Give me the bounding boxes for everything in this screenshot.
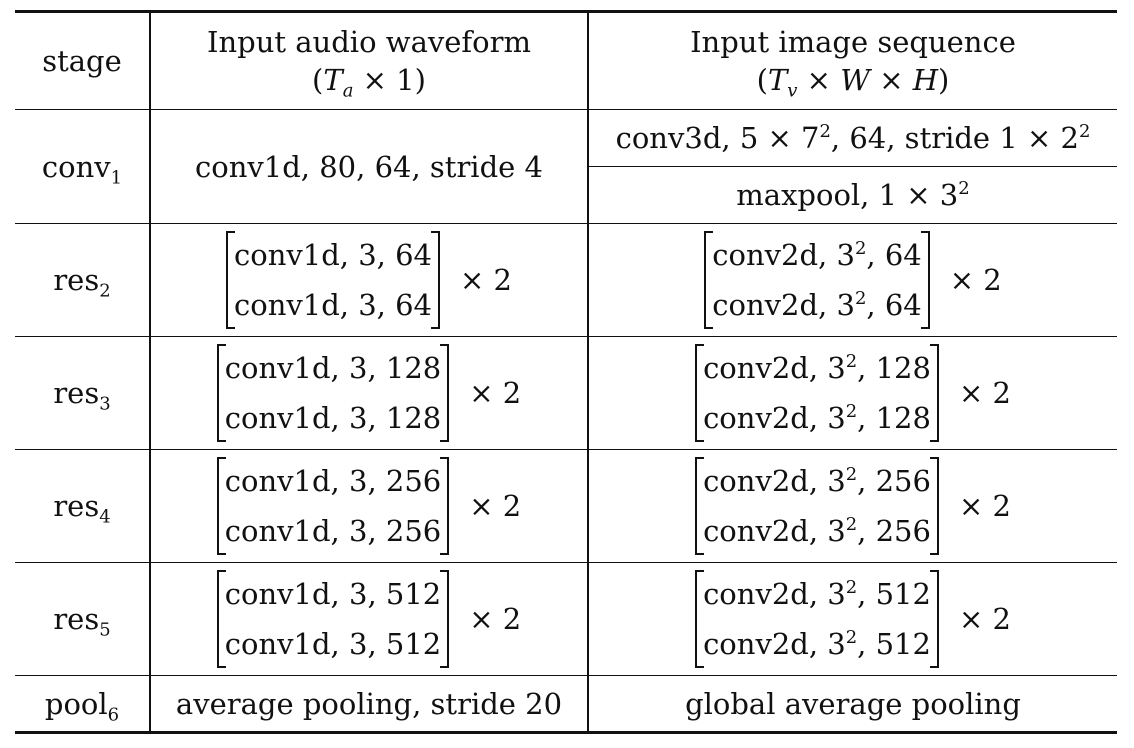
- multiplier: × 2: [469, 489, 522, 523]
- bracket-block: conv1d, 3, 512 conv1d, 3, 512 × 2: [216, 569, 522, 669]
- bracket-matrix: conv2d, 32, 128 conv2d, 32, 128: [695, 343, 939, 443]
- audio-header: Input audio waveform (Ta × 1): [149, 10, 588, 110]
- stage-header: stage: [15, 10, 150, 110]
- audio-cell: conv1d, 3, 512 conv1d, 3, 512 × 2: [149, 562, 588, 676]
- stage-cell: res3: [15, 336, 150, 450]
- table-row: pool6 average pooling, stride 20 global …: [15, 675, 1117, 734]
- bracket-block: conv1d, 3, 64 conv1d, 3, 64 × 2: [226, 230, 512, 330]
- bracket-matrix: conv1d, 3, 256 conv1d, 3, 256: [216, 456, 450, 556]
- table-row: res3 conv1d, 3, 128 conv1d, 3, 128 × 2 c…: [15, 336, 1117, 450]
- header-row: stage Input audio waveform (Ta × 1) Inpu…: [15, 10, 1117, 110]
- image-cell: global average pooling: [587, 675, 1117, 734]
- table-row: conv1 conv1d, 80, 64, stride 4 conv3d, 5…: [15, 109, 1117, 224]
- image-cell: conv2d, 32, 128 conv2d, 32, 128 × 2: [587, 336, 1117, 450]
- multiplier: × 2: [958, 602, 1011, 636]
- bracket-block: conv2d, 32, 512 conv2d, 32, 512 × 2: [695, 569, 1011, 669]
- audio-header-shape: (Ta × 1): [312, 63, 426, 102]
- multiplier: × 2: [949, 263, 1002, 297]
- bracket-matrix: conv2d, 32, 512 conv2d, 32, 512: [695, 569, 939, 669]
- bracket-matrix: conv1d, 3, 128 conv1d, 3, 128: [216, 343, 450, 443]
- image-cell: maxpool, 1 × 32: [587, 166, 1117, 224]
- bracket-matrix: conv1d, 3, 512 conv1d, 3, 512: [216, 569, 450, 669]
- bracket-block: conv1d, 3, 128 conv1d, 3, 128 × 2: [216, 343, 522, 443]
- multiplier: × 2: [469, 376, 522, 410]
- image-cell: conv2d, 32, 512 conv2d, 32, 512 × 2: [587, 562, 1117, 676]
- bracket-block: conv2d, 32, 128 conv2d, 32, 128 × 2: [695, 343, 1011, 443]
- image-header-shape: (Tv × W × H): [756, 63, 950, 102]
- audio-cell: conv1d, 3, 128 conv1d, 3, 128 × 2: [149, 336, 588, 450]
- stage-cell: res5: [15, 562, 150, 676]
- multiplier: × 2: [958, 376, 1011, 410]
- image-header-title: Input image sequence: [690, 25, 1016, 59]
- audio-cell: conv1d, 3, 256 conv1d, 3, 256 × 2: [149, 449, 588, 563]
- table-row: res2 conv1d, 3, 64 conv1d, 3, 64 × 2 con…: [15, 223, 1117, 337]
- bracket-block: conv2d, 32, 256 conv2d, 32, 256 × 2: [695, 456, 1011, 556]
- bracket-matrix: conv2d, 32, 64 conv2d, 32, 64: [704, 230, 931, 330]
- bracket-matrix: conv2d, 32, 256 conv2d, 32, 256: [695, 456, 939, 556]
- bracket-block: conv2d, 32, 64 conv2d, 32, 64 × 2: [704, 230, 1002, 330]
- multiplier: × 2: [958, 489, 1011, 523]
- bracket-matrix: conv1d, 3, 64 conv1d, 3, 64: [226, 230, 441, 330]
- multiplier: × 2: [460, 263, 512, 297]
- audio-cell: conv1d, 3, 64 conv1d, 3, 64 × 2: [149, 223, 588, 337]
- bracket-block: conv1d, 3, 256 conv1d, 3, 256 × 2: [216, 456, 522, 556]
- multiplier: × 2: [469, 602, 522, 636]
- architecture-table: stage Input audio waveform (Ta × 1) Inpu…: [15, 10, 1117, 734]
- stage-cell: res2: [15, 223, 150, 337]
- audio-cell: conv1d, 80, 64, stride 4: [149, 109, 588, 224]
- table-row: maxpool, 1 × 32: [15, 166, 1117, 224]
- audio-header-title: Input audio waveform: [207, 25, 531, 59]
- stage-cell: pool6: [15, 675, 150, 734]
- stage-cell: conv1: [15, 109, 150, 224]
- image-cell: conv2d, 32, 256 conv2d, 32, 256 × 2: [587, 449, 1117, 563]
- audio-cell: average pooling, stride 20: [149, 675, 588, 734]
- image-cell: conv2d, 32, 64 conv2d, 32, 64 × 2: [587, 223, 1117, 337]
- table-row: res5 conv1d, 3, 512 conv1d, 3, 512 × 2 c…: [15, 562, 1117, 676]
- image-header: Input image sequence (Tv × W × H): [587, 10, 1117, 110]
- table-row: res4 conv1d, 3, 256 conv1d, 3, 256 × 2 c…: [15, 449, 1117, 563]
- stage-cell: res4: [15, 449, 150, 563]
- image-cell: conv3d, 5 × 72, 64, stride 1 × 22: [587, 109, 1117, 167]
